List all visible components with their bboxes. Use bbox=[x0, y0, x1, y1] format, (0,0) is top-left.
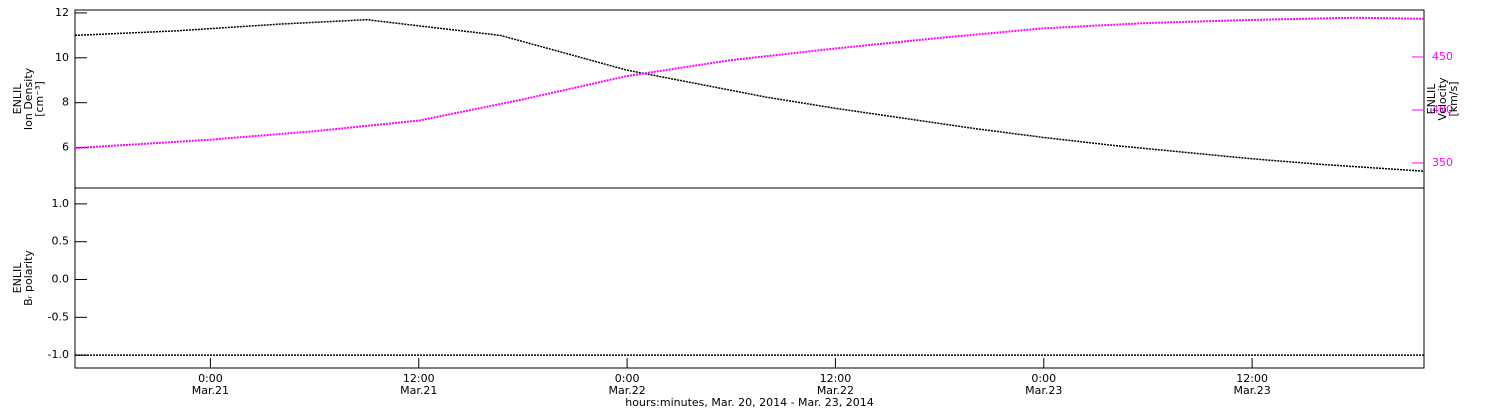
x-tick-date: Mar.22 bbox=[608, 384, 645, 397]
x-axis-title: hours:minutes, Mar. 20, 2014 - Mar. 23, … bbox=[625, 396, 874, 409]
plot-frame bbox=[74, 9, 1425, 189]
y-axis-title: [cm⁻³] bbox=[33, 81, 46, 117]
x-tick-date: Mar.23 bbox=[1025, 384, 1062, 397]
plot-frame bbox=[74, 187, 1425, 369]
y-tick-label: 6 bbox=[62, 141, 69, 154]
y2-axis-title: Velocity bbox=[1436, 77, 1449, 121]
x-tick-label: 12:00 bbox=[403, 372, 435, 385]
x-tick-label: 0:00 bbox=[1031, 372, 1056, 385]
y-tick-label: 0.0 bbox=[52, 273, 70, 286]
y-axis-title: ENLIL bbox=[11, 262, 24, 294]
y-axis-title: Ion Density bbox=[22, 67, 35, 130]
y2-tick-label: 400 bbox=[1432, 103, 1453, 116]
y-axis-title: ENLIL bbox=[11, 83, 24, 115]
y2-axis-title: ENLIL bbox=[1425, 83, 1438, 115]
x-tick-label: 0:00 bbox=[615, 372, 640, 385]
y-tick-label: 1.0 bbox=[52, 197, 70, 210]
y-tick-label: 12 bbox=[55, 6, 69, 19]
series-line bbox=[74, 18, 1425, 172]
y-tick-label: -0.5 bbox=[48, 310, 69, 323]
y2-tick-label: 450 bbox=[1432, 50, 1453, 63]
x-tick-label: 12:00 bbox=[820, 372, 852, 385]
y-tick-label: 10 bbox=[55, 51, 69, 64]
x-tick-label: 0:00 bbox=[198, 372, 223, 385]
y2-tick-label: 350 bbox=[1432, 156, 1453, 169]
series-line bbox=[74, 16, 1425, 150]
x-tick-label: 12:00 bbox=[1236, 372, 1268, 385]
y-tick-label: -1.0 bbox=[48, 348, 69, 361]
x-tick-date: Mar.21 bbox=[192, 384, 229, 397]
x-tick-date: Mar.21 bbox=[400, 384, 437, 397]
y-axis-title: Bᵣ polarity bbox=[22, 250, 35, 306]
x-tick-date: Mar.23 bbox=[1233, 384, 1270, 397]
y-tick-label: 8 bbox=[62, 96, 69, 109]
y2-axis-title: [km/s] bbox=[1447, 81, 1460, 116]
x-tick-date: Mar.22 bbox=[817, 384, 854, 397]
y-tick-label: 0.5 bbox=[52, 235, 70, 248]
